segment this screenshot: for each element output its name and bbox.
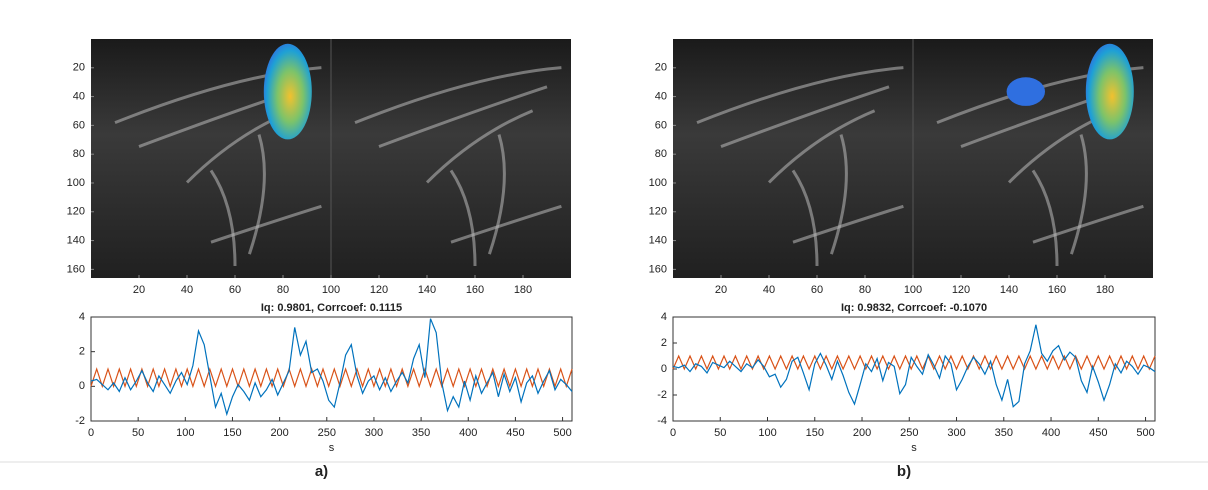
vessel xyxy=(449,169,477,267)
chart-title: Iq: 0.9832, Corrcoef: -0.1070 xyxy=(841,302,987,314)
x-tick-label: 350 xyxy=(995,427,1013,439)
vessel xyxy=(487,134,506,255)
y-tick-label: 40 xyxy=(73,90,85,102)
x-tick-label: 120 xyxy=(370,284,388,296)
y-tick-label: 20 xyxy=(73,62,85,74)
y-tick-label: -4 xyxy=(657,415,667,427)
x-tick-label: 40 xyxy=(181,284,193,296)
activation-map xyxy=(1006,77,1045,106)
x-tick-label: 80 xyxy=(277,284,289,296)
x-axis-label: s xyxy=(911,442,917,454)
y-tick-label: 0 xyxy=(79,380,85,392)
x-tick-label: 200 xyxy=(853,427,871,439)
x-tick-label: 0 xyxy=(88,427,94,439)
vessel xyxy=(829,134,848,255)
x-tick-label: 250 xyxy=(900,427,918,439)
y-tick-label: 60 xyxy=(73,119,85,131)
vessel xyxy=(791,169,819,267)
x-tick-label: 400 xyxy=(459,427,477,439)
panel-label: a) xyxy=(315,463,328,480)
x-tick-label: 150 xyxy=(223,427,241,439)
x-tick-label: 140 xyxy=(418,284,436,296)
vessel xyxy=(247,134,266,255)
x-tick-label: 150 xyxy=(806,427,824,439)
y-tick-label: 80 xyxy=(73,148,85,160)
y-tick-label: 100 xyxy=(67,177,85,189)
vessel xyxy=(425,109,534,184)
vessel xyxy=(378,85,548,148)
y-tick-label: -2 xyxy=(657,389,667,401)
signal-line xyxy=(90,318,573,417)
x-tick-label: 50 xyxy=(714,427,726,439)
x-tick-label: 450 xyxy=(1089,427,1107,439)
x-tick-label: 250 xyxy=(318,427,336,439)
y-tick-label: 4 xyxy=(79,311,85,323)
x-tick-label: 160 xyxy=(1048,284,1066,296)
x-tick-label: 350 xyxy=(412,427,430,439)
vessel xyxy=(792,204,904,244)
vessel xyxy=(1032,204,1144,244)
vessel xyxy=(1069,134,1088,255)
x-tick-label: 60 xyxy=(811,284,823,296)
x-tick-label: 100 xyxy=(176,427,194,439)
x-tick-label: 80 xyxy=(859,284,871,296)
x-tick-label: 100 xyxy=(904,284,922,296)
signal-line xyxy=(90,367,573,389)
x-tick-label: 500 xyxy=(1136,427,1154,439)
x-tick-label: 20 xyxy=(133,284,145,296)
chart-title: Iq: 0.9801, Corrcoef: 0.1115 xyxy=(261,302,402,314)
y-tick-label: 160 xyxy=(67,263,85,275)
activation-map xyxy=(1085,43,1134,140)
x-tick-label: 120 xyxy=(952,284,970,296)
x-tick-label: 0 xyxy=(670,427,676,439)
panel-label: b) xyxy=(897,463,911,480)
x-tick-label: 450 xyxy=(506,427,524,439)
x-tick-label: 20 xyxy=(715,284,727,296)
vessel xyxy=(354,66,562,125)
y-tick-label: 80 xyxy=(655,148,667,160)
x-tick-label: 300 xyxy=(365,427,383,439)
plot-area xyxy=(672,316,1156,422)
vessel xyxy=(1031,169,1059,267)
x-tick-label: 300 xyxy=(947,427,965,439)
vessel xyxy=(209,169,237,267)
y-tick-label: 2 xyxy=(661,337,667,349)
y-tick-label: 160 xyxy=(649,263,667,275)
y-tick-label: 120 xyxy=(649,206,667,218)
x-tick-label: 40 xyxy=(763,284,775,296)
x-tick-label: 100 xyxy=(758,427,776,439)
y-tick-label: 100 xyxy=(649,177,667,189)
activation-map xyxy=(263,43,312,140)
y-tick-label: 40 xyxy=(655,90,667,102)
x-tick-label: 180 xyxy=(514,284,532,296)
x-tick-label: 180 xyxy=(1096,284,1114,296)
x-axis-label: s xyxy=(329,442,335,454)
vessel xyxy=(696,66,904,125)
vessel xyxy=(767,109,876,184)
y-tick-label: 140 xyxy=(649,234,667,246)
y-tick-label: 120 xyxy=(67,206,85,218)
y-tick-label: 2 xyxy=(79,346,85,358)
x-tick-label: 140 xyxy=(1000,284,1018,296)
y-tick-label: 0 xyxy=(661,363,667,375)
x-tick-label: 200 xyxy=(270,427,288,439)
vessel xyxy=(210,204,322,244)
vessel xyxy=(720,85,890,148)
y-tick-label: 140 xyxy=(67,234,85,246)
signal-line xyxy=(672,324,1156,408)
vessel xyxy=(450,204,562,244)
y-tick-label: 60 xyxy=(655,119,667,131)
x-tick-label: 500 xyxy=(553,427,571,439)
x-tick-label: 100 xyxy=(322,284,340,296)
y-tick-label: 4 xyxy=(661,311,667,323)
plot-area xyxy=(90,316,573,422)
x-tick-label: 160 xyxy=(466,284,484,296)
y-tick-label: 20 xyxy=(655,62,667,74)
x-tick-label: 400 xyxy=(1042,427,1060,439)
y-tick-label: -2 xyxy=(75,415,85,427)
x-tick-label: 50 xyxy=(132,427,144,439)
x-tick-label: 60 xyxy=(229,284,241,296)
